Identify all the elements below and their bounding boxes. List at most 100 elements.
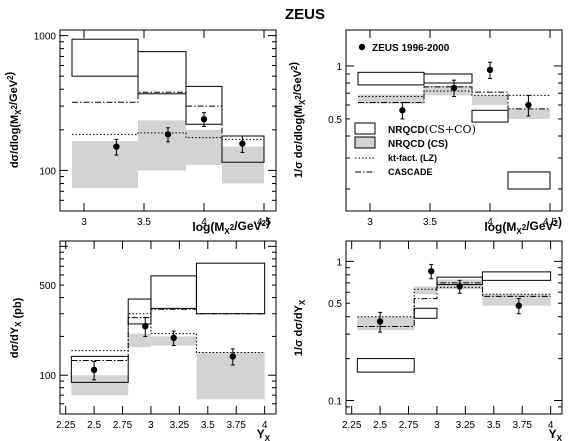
cascade-curve <box>71 308 265 362</box>
data-point <box>170 334 177 342</box>
x-tick-label: 3 <box>148 420 154 431</box>
nrqcd-cs-band <box>472 95 508 105</box>
cascade-curve <box>357 282 551 328</box>
data-point <box>200 115 208 123</box>
data-point <box>239 140 246 147</box>
nrqcd-cs-band <box>508 108 550 119</box>
nrqcd-cs-co-box <box>356 358 415 373</box>
data-point <box>113 143 120 150</box>
nrqcd-cs-co-box <box>413 307 438 319</box>
x-tick-label: 4 <box>201 217 207 228</box>
nrqcd-cs-band <box>482 294 551 306</box>
kt-fact-curve <box>71 313 265 354</box>
y-axis-title: 1/σ dσ/dlog(MX2/GeV2) <box>288 62 307 178</box>
x-tick-label: 3.5 <box>423 217 437 228</box>
legend-nrqcd-cs-co-swatch <box>354 122 376 135</box>
x-tick-label: 3.75 <box>512 420 532 431</box>
x-tick-label: 3.5 <box>137 217 151 228</box>
x-tick-label: 4.5 <box>543 217 557 228</box>
kt-fact-curve <box>72 132 264 140</box>
nrqcd-cs-co-box <box>137 51 187 95</box>
legend-nrqcd-cs-label: NRQCD (CS) <box>388 139 448 150</box>
x-tick-label: 4.5 <box>257 217 271 228</box>
data-point <box>164 131 172 138</box>
nrqcd-cs-co-box <box>70 355 129 383</box>
kt-fact-curve <box>358 90 550 98</box>
x-tick-label: 3.75 <box>226 420 246 431</box>
y-tick-label: 0.5 <box>328 299 342 310</box>
y-axis-title: dσ/dYX (pb) <box>9 297 24 358</box>
legend-kt-fact-label: kt-fact. (LZ) <box>388 153 437 163</box>
data-point <box>525 101 532 109</box>
x-axis-title: YX <box>549 427 563 441</box>
nrqcd-cs-band <box>138 120 186 171</box>
data-point <box>90 366 98 374</box>
y-tick-label: 1 <box>336 257 342 268</box>
legend-data-label: ZEUS 1996-2000 <box>372 43 450 54</box>
panel-yx-abs: 2.25 2.5 2.75 3 3.25 3.5 3.75 4 100 500 YX dσ/dYX (… <box>9 240 277 441</box>
nrqcd-cs-co-box <box>127 298 152 325</box>
data-point <box>229 353 236 360</box>
plot-frame <box>59 240 277 415</box>
legend-cascade-label: CASCADE <box>388 167 433 177</box>
nrqcd-cs-band <box>358 94 424 104</box>
nrqcd-cs-co-box <box>507 171 551 190</box>
figure-title: ZEUS <box>285 6 325 23</box>
nrqcd-cs-co-box <box>423 73 473 84</box>
nrqcd-cs-co-box <box>471 109 509 123</box>
data-point <box>142 323 149 330</box>
y-tick-label: 1 <box>336 62 342 73</box>
x-tick-label: 3.25 <box>170 420 190 431</box>
x-tick-label: 2.5 <box>373 420 387 431</box>
x-axis-title: log(MX2/GeV2) <box>484 215 562 236</box>
plot-frame <box>345 29 563 212</box>
y-axis-title: dσ/dlog(MX2/GeV2) <box>4 72 23 169</box>
data-point <box>486 66 494 74</box>
panel-mx-abs: 3 3.5 4 4.5 100 1000 log(MX2/GeV2) dσ/dlog(MX2/… <box>4 29 277 236</box>
nrqcd-cs-co-box <box>357 71 425 86</box>
x-axis-title: YX <box>257 427 271 441</box>
panel-mx-norm: 3 3.5 4 4.5 0.5 1 log(MX2/GeV2) 1/σ dσ/dlog(MX2… <box>288 29 563 236</box>
nrqcd-cs-band <box>186 129 222 165</box>
data-point <box>456 283 463 290</box>
x-tick-label: 2.75 <box>399 420 419 431</box>
nrqcd-cs-band <box>414 286 437 295</box>
data-point <box>376 318 384 325</box>
data-point <box>515 302 522 309</box>
data-point <box>428 267 435 275</box>
data-point <box>399 107 406 114</box>
plot-frame <box>345 240 563 415</box>
nrqcd-cs-band <box>71 375 129 396</box>
x-tick-label: 4 <box>487 217 493 228</box>
x-tick-label: 2.25 <box>56 420 76 431</box>
nrqcd-cs-band <box>196 352 265 400</box>
y-tick-label: 0.5 <box>328 115 342 126</box>
nrqcd-cs-co-box <box>71 38 139 77</box>
data-point <box>450 84 458 92</box>
legend-nrqcd-cs-swatch <box>354 136 376 149</box>
y-tick-label: 100 <box>39 371 56 382</box>
nrqcd-cs-band <box>72 141 138 189</box>
nrqcd-cs-co-box <box>150 275 197 309</box>
nrqcd-cs-co-box <box>195 262 266 315</box>
y-tick-label: 0.1 <box>328 397 342 408</box>
x-tick-label: 4 <box>262 420 268 431</box>
x-tick-label: 3.5 <box>201 420 215 431</box>
cascade-curve <box>72 91 264 137</box>
y-tick-label: 1000 <box>34 32 57 43</box>
y-axis-title: 1/σ dσ/dYX <box>293 299 307 356</box>
nrqcd-cs-band <box>357 316 415 331</box>
y-tick-label: 500 <box>39 281 56 292</box>
legend-nrqcd-cs-co-label: NRQCD(CS+CO) <box>388 123 476 136</box>
x-axis-title: log(MX2/GeV2) <box>192 215 270 236</box>
legend: ZEUS 1996-2000 NRQCD(CS+CO) NRQCD (CS) k… <box>354 43 476 177</box>
x-tick-label: 2.5 <box>87 420 101 431</box>
x-tick-label: 2.75 <box>113 420 133 431</box>
y-tick-label: 100 <box>39 166 56 177</box>
x-tick-label: 3.5 <box>487 420 501 431</box>
x-tick-label: 3.25 <box>456 420 476 431</box>
x-tick-label: 3 <box>367 217 373 228</box>
x-tick-label: 3 <box>81 217 87 228</box>
legend-data-marker <box>358 43 366 51</box>
